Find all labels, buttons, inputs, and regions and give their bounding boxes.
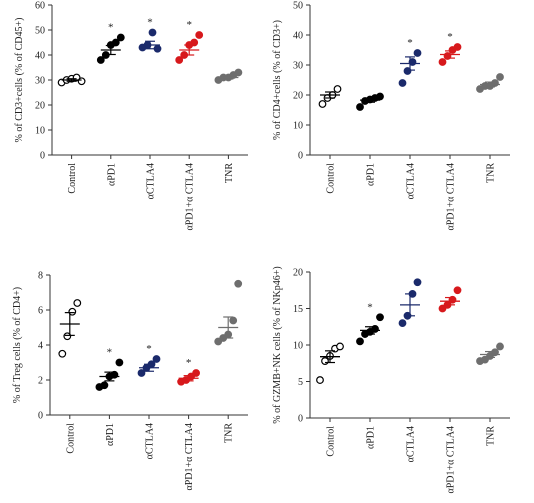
y-tick-label: 10 [35, 126, 45, 137]
x-tick-label: TNR [486, 426, 497, 446]
significance-mark: * [147, 17, 153, 29]
data-point [68, 307, 77, 316]
y-tick-label: 20 [293, 91, 303, 102]
data-point [398, 79, 407, 87]
data-point [175, 56, 184, 64]
data-point [96, 56, 105, 64]
y-tick-label: 50 [35, 26, 45, 37]
data-point [234, 68, 243, 77]
y-tick-label: 0 [298, 151, 303, 162]
y-tick-label: 0 [38, 411, 43, 422]
data-point [496, 342, 504, 351]
y-tick-label: 20 [293, 268, 303, 279]
y-tick-label: 10 [293, 121, 303, 132]
x-tick-label: Control [67, 163, 78, 194]
significance-mark: * [146, 343, 152, 355]
data-point [376, 313, 384, 322]
x-tick-label: αPD1 [106, 163, 117, 186]
x-tick-label: αCTLA4 [406, 163, 417, 199]
significance-mark: * [107, 347, 113, 359]
y-tick-label: 8 [38, 271, 43, 282]
data-point [63, 332, 72, 341]
significance-mark: * [108, 22, 114, 34]
data-point [190, 38, 199, 47]
y-axis-label: % of GZMB+NK cells (% of NKp46+) [272, 266, 283, 423]
x-tick-label: αPD1 [366, 163, 377, 186]
data-point [496, 73, 504, 81]
data-point [356, 337, 364, 346]
data-point [403, 67, 412, 75]
x-tick-label: Control [326, 163, 337, 194]
data-point [413, 278, 422, 287]
y-tick-label: 30 [293, 61, 303, 72]
y-tick-label: 5 [298, 377, 303, 388]
data-point [77, 77, 86, 86]
x-tick-label: αPD1 [366, 426, 377, 449]
y-tick-label: 0 [40, 151, 45, 162]
y-axis-label: % of CD4+cells (% of CD3+) [272, 20, 283, 140]
y-tick-label: 60 [35, 1, 45, 12]
y-tick-label: 6 [38, 306, 43, 317]
y-axis-label: % of Treg cells (% of CD4+) [12, 287, 23, 403]
data-point [453, 43, 462, 51]
x-tick-label: αCTLA4 [146, 163, 157, 199]
significance-mark: * [186, 19, 192, 31]
x-tick-label: Control [65, 423, 76, 454]
x-tick-label: TNR [224, 423, 235, 443]
x-tick-label: TNR [224, 163, 235, 183]
data-point [229, 316, 238, 325]
significance-mark: * [407, 37, 413, 49]
data-point [116, 33, 125, 42]
data-point [115, 358, 124, 367]
data-point [73, 299, 82, 307]
data-point [152, 355, 161, 363]
data-point [333, 85, 342, 93]
y-tick-label: 50 [293, 1, 303, 12]
y-axis-label: % of CD3+cells (% of CD45+) [14, 18, 25, 143]
y-tick-label: 20 [35, 101, 45, 112]
x-tick-label: αPD1+α CTLA4 [185, 163, 196, 231]
data-point [438, 58, 447, 66]
x-tick-label: αPD1+α CTLA4 [184, 423, 195, 491]
data-point [100, 381, 109, 390]
data-point [413, 49, 422, 57]
significance-mark: * [367, 301, 373, 313]
data-point [58, 349, 67, 358]
data-point [336, 342, 344, 351]
y-tick-label: 10 [293, 341, 303, 352]
y-tick-label: 40 [35, 51, 45, 62]
y-tick-label: 40 [293, 31, 303, 42]
x-tick-label: Control [326, 426, 337, 457]
data-point [438, 304, 447, 313]
y-tick-label: 2 [38, 376, 43, 387]
data-point [234, 279, 243, 288]
data-point [356, 103, 364, 111]
x-tick-label: TNR [486, 163, 497, 183]
data-point [316, 376, 324, 384]
data-point [318, 100, 327, 108]
x-tick-label: αPD1+α CTLA4 [446, 163, 457, 231]
data-point [137, 369, 146, 377]
y-tick-label: 30 [35, 76, 45, 87]
data-point [192, 369, 201, 377]
data-point [153, 44, 162, 53]
x-tick-label: αPD1 [105, 423, 116, 446]
y-tick-label: 15 [293, 304, 303, 315]
data-point [195, 31, 204, 39]
x-tick-label: αCTLA4 [406, 426, 417, 462]
x-tick-label: αCTLA4 [145, 423, 156, 459]
data-point [453, 286, 462, 295]
significance-mark: * [186, 357, 192, 369]
y-tick-label: 4 [38, 341, 43, 352]
data-point [376, 92, 384, 101]
y-tick-label: 0 [298, 414, 303, 425]
significance-mark: * [447, 31, 453, 43]
data-point [148, 28, 157, 37]
x-tick-label: αPD1+α CTLA4 [446, 426, 457, 494]
data-point [491, 79, 499, 87]
data-point [398, 319, 407, 328]
